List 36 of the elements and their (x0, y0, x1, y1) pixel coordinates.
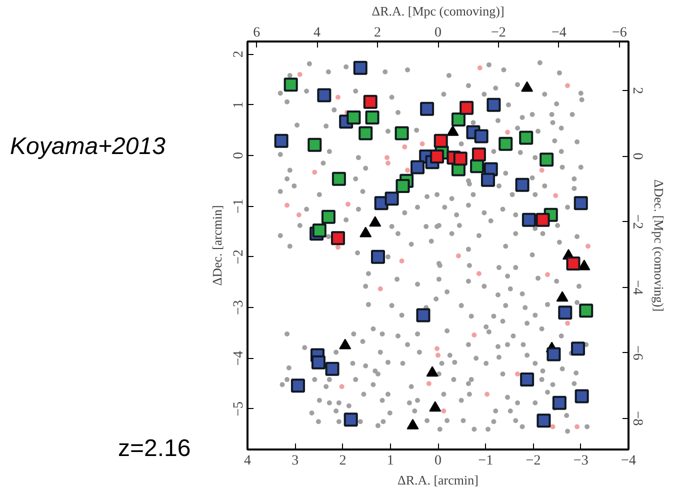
x2-tick-label: 6 (253, 26, 260, 40)
x2-tick-label: 4 (314, 26, 321, 40)
y-tick-label: −1 (232, 198, 246, 214)
y2-tick-label: −2 (630, 214, 644, 230)
x-tick-label: −1 (478, 454, 494, 468)
y-tick-label: −2 (232, 249, 246, 264)
x-tick-label: −2 (526, 454, 541, 468)
x-tick-label: 3 (292, 454, 299, 468)
x-tick-label: −3 (573, 454, 588, 468)
x2-tick-label: 2 (374, 26, 382, 40)
y2-tick-label: 0 (630, 152, 644, 160)
x-tick-label: 1 (386, 454, 394, 468)
x-tick-label: 2 (339, 454, 346, 468)
x2-axis-title: ΔR.A. [Mpc (comoving)] (372, 4, 504, 18)
y2-tick-label: −4 (630, 280, 644, 295)
x-tick-label: 4 (244, 454, 251, 468)
x2-tick-label: −2 (491, 26, 506, 40)
x2-tick-label: −6 (612, 26, 627, 40)
y-tick-label: −3 (232, 300, 246, 316)
y2-tick-label: −8 (630, 410, 644, 426)
y2-axis-title: ΔDec. [Mpc (comoving)] (652, 179, 666, 312)
text: Koyama+2013 (10, 132, 166, 162)
y-tick-label: 0 (232, 152, 246, 160)
y2-tick-label: 2 (630, 87, 644, 94)
y-tick-label: 2 (232, 50, 246, 58)
y-axis-title: ΔDec. [arcmin] (210, 205, 224, 286)
x2-tick-label: −4 (552, 26, 566, 40)
x-tick-label: −4 (621, 454, 636, 468)
x-axis-title: ΔR.A. [arcmin] (398, 472, 478, 488)
x2-tick-label: 0 (434, 26, 442, 40)
text: z=2.16 (118, 434, 191, 464)
y-tick-label: 1 (232, 101, 246, 108)
x-tick-label: 0 (434, 454, 442, 468)
y-tick-label: −4 (232, 350, 246, 366)
y-tick-label: −5 (232, 401, 246, 416)
y2-tick-label: −6 (630, 345, 644, 360)
